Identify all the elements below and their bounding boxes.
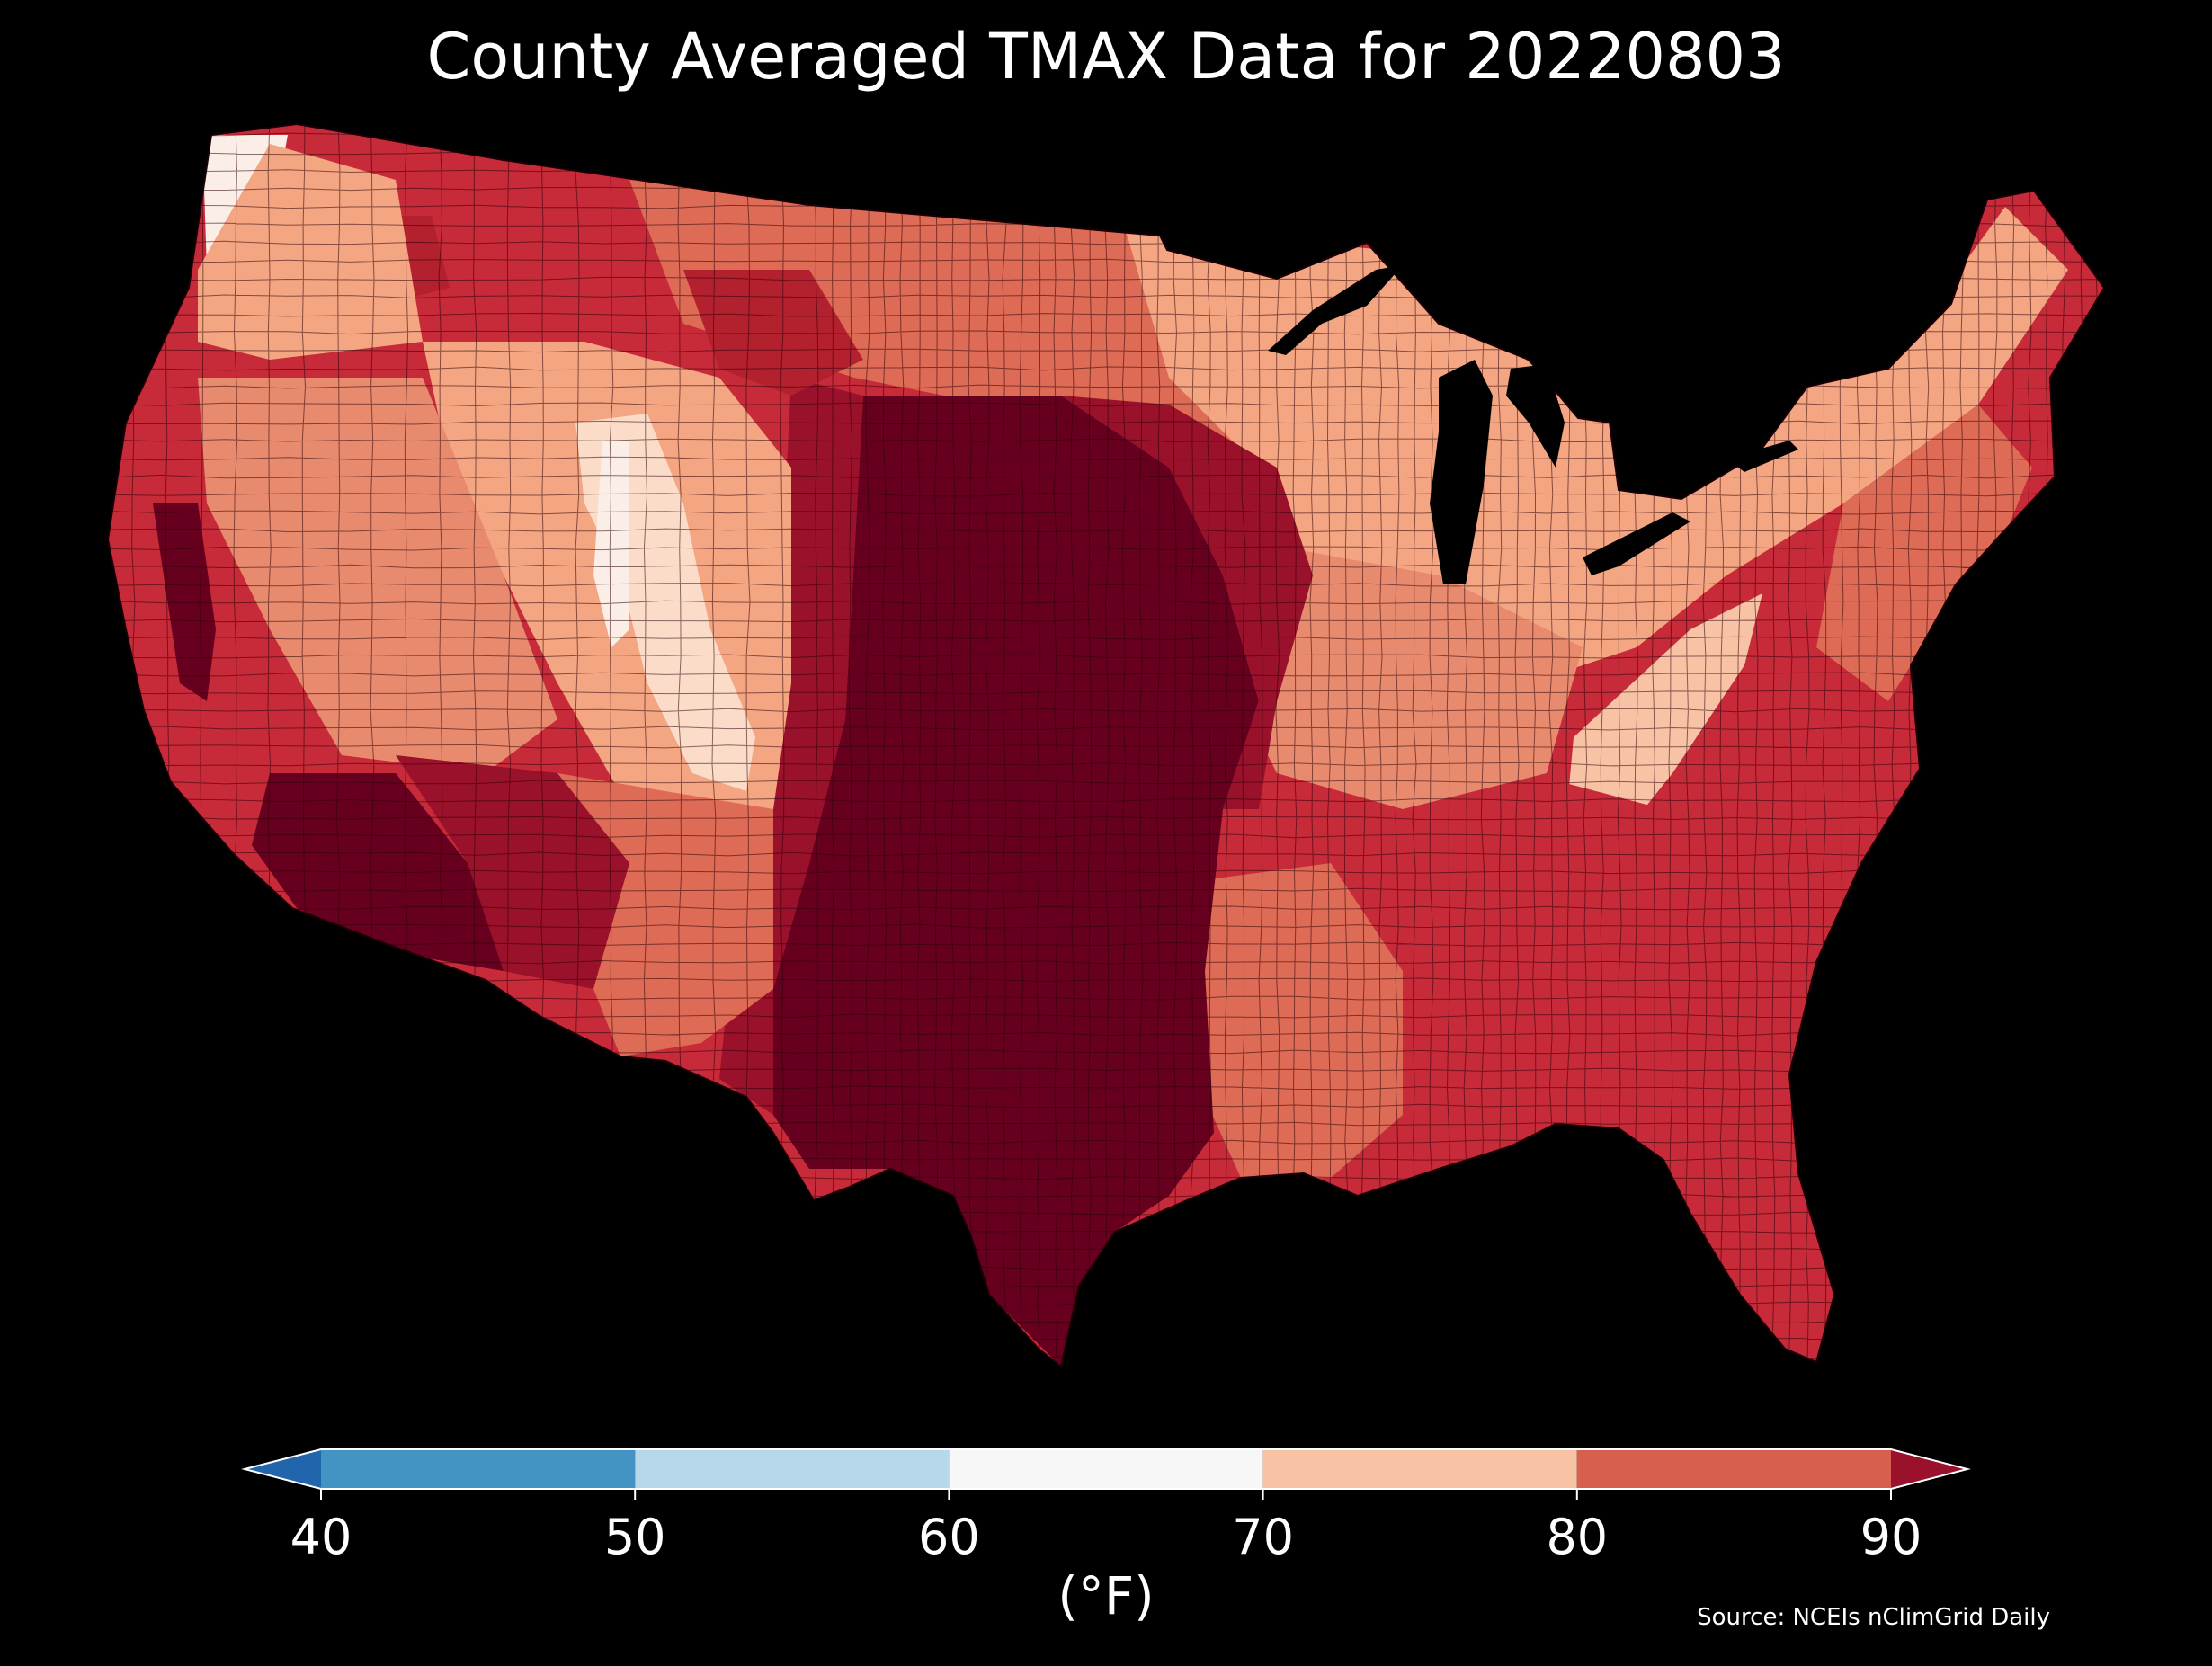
great-lakes (1268, 265, 1798, 584)
map-title: County Averaged TMAX Data for 20220803 (426, 20, 1786, 94)
colorbar-tick-label-70: 70 (1232, 1509, 1294, 1565)
colorbar-tick-label-80: 80 (1546, 1509, 1608, 1565)
colorbar-bin-70-80 (1262, 1449, 1577, 1489)
region-midwest-hot (1061, 396, 1313, 809)
lake-ontario (1726, 441, 1798, 472)
colorbar-bin-40-50 (321, 1449, 636, 1489)
us-county-map (106, 122, 2106, 1368)
colorbar-tick-label-90: 90 (1860, 1509, 1922, 1565)
lake-huron (1506, 364, 1565, 468)
region-southern-plains (773, 396, 1259, 1367)
region-northeast-coast (1816, 405, 2032, 701)
source-credit: Source: NCEIs nClimGrid Daily (1697, 1604, 2050, 1631)
us-outline-border (106, 122, 2106, 1368)
colorbar-bin-60-70 (949, 1449, 1263, 1489)
colorbar-unit-label: (°F) (1057, 1565, 1155, 1626)
region-ohio-valley (1223, 539, 1583, 809)
region-pnw (198, 144, 423, 360)
colorbar-bin-50-60 (635, 1449, 950, 1489)
lake-erie (1583, 512, 1690, 575)
region-rockies-peak (593, 441, 629, 647)
region-arizona (396, 755, 629, 989)
colorbar-bin-80-90 (1576, 1449, 1891, 1489)
colorbar-tick-label-50: 50 (604, 1509, 666, 1565)
region-florida (1663, 1160, 1825, 1349)
colorbar-under-arrow (245, 1449, 321, 1489)
colorbar-tick-label-40: 40 (290, 1509, 352, 1565)
colorbar-tick-label-60: 60 (918, 1509, 980, 1565)
region-new-mexico (557, 773, 773, 1056)
region-central-valley (153, 503, 216, 701)
colorbar: 40 50 60 70 80 90 (241, 1448, 1971, 1565)
region-southeast (1277, 737, 1906, 1304)
lake-superior (1268, 265, 1403, 355)
region-california (108, 503, 288, 863)
lake-michigan (1430, 360, 1493, 584)
region-gulf-inland (1196, 863, 1403, 1178)
colorbar-over-arrow (1891, 1449, 1967, 1489)
